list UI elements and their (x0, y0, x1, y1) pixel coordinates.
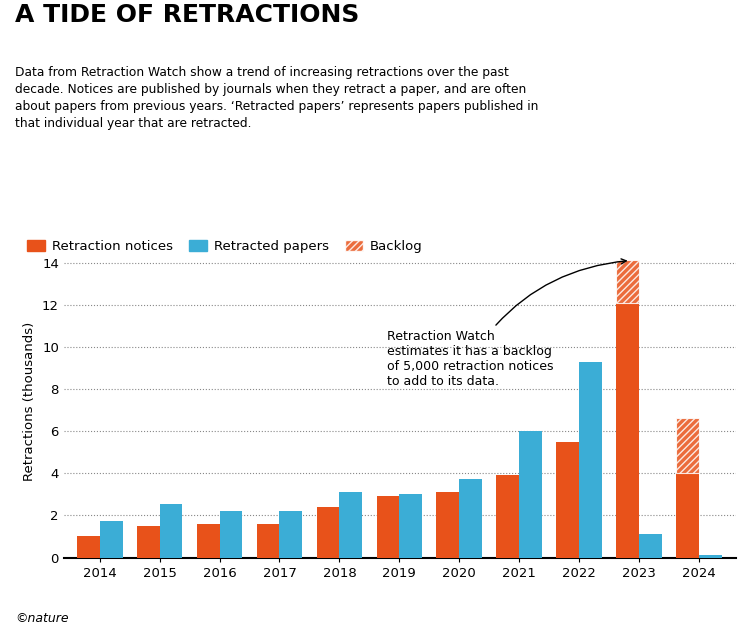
Bar (639, 534, 662, 558)
Bar (519, 431, 542, 558)
Bar (257, 524, 279, 558)
Bar (676, 418, 699, 473)
Bar (579, 362, 602, 558)
Bar (160, 504, 182, 558)
Bar (496, 476, 519, 558)
Bar (376, 496, 400, 558)
Y-axis label: Retractions (thousands): Retractions (thousands) (23, 322, 36, 481)
Text: Data from Retraction Watch show a trend of increasing retractions over the past
: Data from Retraction Watch show a trend … (15, 66, 538, 130)
Bar (676, 418, 699, 473)
Text: Retraction Watch
estimates it has a backlog
of 5,000 retraction notices
to add t: Retraction Watch estimates it has a back… (388, 259, 626, 388)
Bar (339, 492, 362, 558)
Bar (100, 520, 122, 558)
Bar (556, 442, 579, 558)
Bar (616, 260, 639, 302)
Legend: Retraction notices, Retracted papers, Backlog: Retraction notices, Retracted papers, Ba… (22, 234, 428, 258)
Bar (459, 479, 482, 558)
Bar (699, 556, 722, 558)
Bar (436, 492, 459, 558)
Bar (137, 526, 160, 558)
Bar (400, 495, 422, 558)
Text: ©nature: ©nature (15, 612, 68, 625)
Text: A TIDE OF RETRACTIONS: A TIDE OF RETRACTIONS (15, 3, 360, 27)
Bar (197, 524, 219, 558)
Bar (676, 473, 699, 558)
Bar (279, 511, 302, 558)
Bar (616, 302, 639, 558)
Bar (616, 260, 639, 302)
Bar (317, 507, 339, 558)
Bar (219, 511, 243, 558)
Bar (77, 537, 100, 558)
